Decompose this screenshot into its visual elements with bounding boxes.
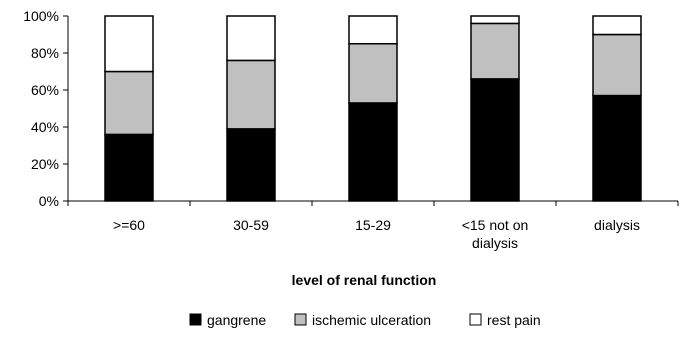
legend-swatch-rest-pain: [469, 313, 482, 326]
bar-segment-rest-pain: [592, 15, 642, 36]
y-tick-label: 0%: [39, 193, 59, 209]
legend-swatch-ischemic-ulceration: [294, 313, 307, 326]
x-category-label: dialysis: [594, 217, 640, 233]
bars: [104, 15, 642, 202]
legend-swatch-gangrene: [189, 313, 202, 326]
bar-segment-rest-pain: [104, 15, 154, 73]
bar-segment-ischemic-ulceration: [226, 59, 276, 130]
bar-segment-gangrene: [104, 133, 154, 202]
legend: gangrene ischemic ulceration rest pain: [189, 312, 541, 328]
bar-segment-gangrene: [470, 78, 520, 202]
x-category-label: <15 not on dialysis: [462, 217, 529, 251]
y-tick-label: 40%: [31, 119, 59, 135]
y-tick-label: 60%: [31, 82, 59, 98]
bar-segment-ischemic-ulceration: [470, 22, 520, 80]
y-tick-label: 20%: [31, 156, 59, 172]
bar-segment-gangrene: [592, 94, 642, 202]
bar-segment-gangrene: [226, 128, 276, 202]
legend-label: ischemic ulceration: [312, 312, 431, 328]
bar-segment-ischemic-ulceration: [104, 70, 154, 136]
bar-segment-ischemic-ulceration: [348, 43, 398, 104]
y-tick-label: 80%: [31, 45, 59, 61]
x-axis: >=60 30-59 15-29 <15 not on dialysis dialysis: [67, 200, 679, 251]
x-category-label: 15-29: [355, 217, 391, 233]
bar-segment-gangrene: [348, 102, 398, 202]
y-tick-label: 100%: [23, 8, 59, 24]
x-category-label: >=60: [113, 217, 145, 233]
y-axis: 0% 20% 40% 60% 80% 100%: [23, 8, 69, 209]
bar-segment-rest-pain: [470, 15, 520, 25]
legend-label: rest pain: [487, 312, 541, 328]
bar-segment-ischemic-ulceration: [592, 33, 642, 97]
legend-label: gangrene: [207, 312, 266, 328]
x-category-label: 30-59: [233, 217, 269, 233]
x-axis-title: level of renal function: [292, 272, 437, 288]
bar-segment-rest-pain: [348, 15, 398, 45]
bar-segment-rest-pain: [226, 15, 276, 62]
